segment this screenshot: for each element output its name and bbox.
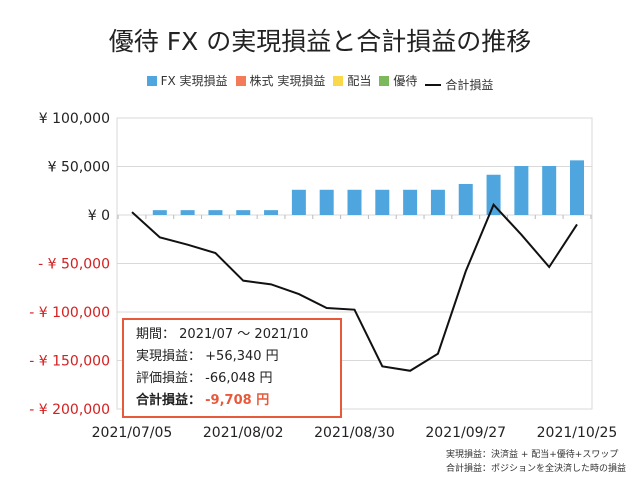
bar-fx [152,210,167,215]
bar-fx [208,210,223,215]
bar-fx [486,174,501,215]
unrealized-label: 評価損益： [136,371,202,386]
bar-fx [542,166,557,215]
x-tick-label: 2021/09/27 [425,425,506,441]
legend-item: 合計損益 [425,76,493,93]
bar-fx [347,189,362,215]
bar-fx [319,189,334,215]
period-value: 2021/07 ～ 2021/10 [179,327,309,342]
legend-swatch [235,75,246,86]
bar-fx [403,189,418,215]
footnotes: 実現損益：決済益 + 配当+優待+スワップ 合計損益：ポジションを全決済した時の… [446,448,626,476]
x-tick-label: 2021/10/25 [537,425,618,441]
bar-fx [291,189,306,215]
legend: FX 実現損益 株式 実現損益 配当 優待 合計損益 [0,72,640,93]
legend-label: 配当 [347,74,372,88]
bar-fx [570,160,584,215]
bar-fx [430,189,445,215]
chart-title: 優待 FX の実現損益と合計損益の推移 [108,27,532,56]
legend-swatch [379,75,390,86]
legend-label: 株式 実現損益 [249,74,326,88]
x-tick-label: 2021/07/05 [92,425,173,441]
bar-fx [180,210,195,215]
summary-box: 期間： 2021/07 ～ 2021/10 実現損益： +56,340 円 評価… [122,318,342,418]
total-label: 合計損益： [136,393,202,408]
note-total: 合計損益：ポジションを全決済した時の損益 [445,464,626,474]
y-tick-label: - ¥ 50,000 [38,257,110,273]
bar-fx [375,189,390,215]
y-tick-label: ¥ 100,000 [39,111,110,127]
legend-swatch [146,75,157,86]
x-tick-label: 2021/08/30 [314,425,395,441]
total-value: -9,708 円 [205,393,270,408]
plot-border [116,117,593,410]
legend-label: FX 実現損益 [160,74,228,88]
bar-fx [514,166,529,215]
note-realized: 実現損益：決済益 + 配当+優待+スワップ [445,450,619,460]
legend-label: 優待 [393,74,418,88]
realized-label: 実現損益： [136,349,202,364]
legend-line-swatch [425,83,442,86]
legend-item: 配当 [333,72,371,89]
y-tick-label: ¥ 50,000 [48,160,110,176]
y-tick-label: - ¥ 100,000 [29,305,110,321]
bar-fx [458,183,473,215]
x-tick-label: 2021/08/02 [203,425,284,441]
legend-label: 合計損益 [445,78,494,92]
period-label: 期間： [136,327,176,342]
y-tick-label: ¥ 0 [88,208,110,224]
bar-fx [236,210,251,215]
y-tick-label: - ¥ 150,000 [29,354,110,370]
unrealized-value: -66,048 円 [205,371,273,386]
realized-value: +56,340 円 [205,349,279,364]
legend-item: FX 実現損益 [146,72,228,89]
legend-item: 優待 [379,72,417,89]
legend-swatch [333,75,344,86]
bar-fx [264,210,279,215]
y-tick-label: - ¥ 200,000 [29,402,110,418]
legend-item: 株式 実現損益 [235,72,326,89]
